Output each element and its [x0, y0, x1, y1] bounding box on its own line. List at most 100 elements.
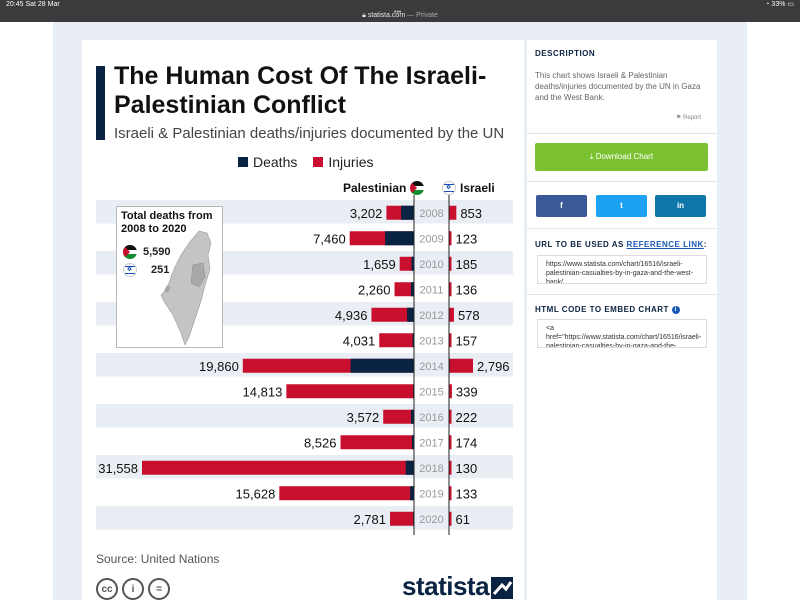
- label-israeli: 185: [456, 257, 478, 272]
- no-derivatives-icon[interactable]: =: [148, 578, 170, 600]
- chart-source: Source: United Nations: [96, 552, 220, 566]
- label-palestinian: 31,558: [98, 461, 138, 476]
- share-linkedin-button[interactable]: in: [655, 195, 706, 217]
- status-bar: 20:45 Sat 28 Mar ◔ 33% ▭: [0, 0, 800, 10]
- embed-code-field[interactable]: <a href="https://www.statista.com/chart/…: [537, 319, 707, 348]
- year-label: 2016: [419, 412, 443, 424]
- year-label: 2019: [419, 488, 443, 500]
- label-israeli: 157: [456, 333, 478, 348]
- year-label: 2009: [419, 233, 443, 245]
- israel-flag-icon: ✡: [123, 263, 137, 277]
- bar-palestinian-deaths: [411, 256, 414, 271]
- year-label: 2008: [419, 208, 443, 220]
- status-battery: ◔ 33% ▭: [765, 1, 794, 8]
- legend-injuries-label: Injuries: [328, 154, 374, 170]
- bar-palestinian-injuries: [390, 511, 414, 526]
- label-palestinian: 8,526: [304, 435, 337, 450]
- bar-israeli-injuries: [449, 358, 473, 373]
- chart-subtitle: Israeli & Palestinian deaths/injuries do…: [114, 125, 505, 142]
- year-label: 2013: [419, 335, 443, 347]
- year-label: 2017: [419, 437, 443, 449]
- page-margin-right: [747, 22, 800, 600]
- label-israeli: 853: [460, 206, 482, 221]
- statista-logo-mark-icon: [491, 577, 513, 599]
- label-israeli: 2,796: [477, 359, 510, 374]
- label-israeli: 339: [456, 384, 478, 399]
- legend-deaths-label: Deaths: [253, 154, 298, 170]
- label-palestinian: 14,813: [243, 384, 283, 399]
- attribution-icon[interactable]: i: [122, 578, 144, 600]
- column-palestinian-label: Palestinian: [343, 181, 407, 195]
- more-dots-icon[interactable]: •••: [394, 9, 402, 16]
- chart-legend: Deaths Injuries: [238, 154, 374, 170]
- bar-palestinian-deaths: [401, 205, 414, 220]
- bar-israeli-injuries: [449, 460, 452, 475]
- license-icons[interactable]: cc i =: [96, 578, 170, 600]
- download-label: Download Chart: [595, 152, 654, 161]
- share-facebook-button[interactable]: f: [536, 195, 587, 217]
- bar-palestinian-injuries: [142, 460, 414, 475]
- private-label: — Private: [407, 12, 438, 19]
- url-heading: URL TO BE USED AS REFERENCE LINK:: [535, 240, 707, 249]
- download-chart-button[interactable]: ⤓ Download Chart: [535, 143, 708, 171]
- label-palestinian: 2,781: [353, 512, 386, 527]
- label-palestinian: 7,460: [313, 231, 346, 246]
- inset-israeli-row: ✡ 251: [123, 263, 169, 277]
- flag-icon: ⚑: [676, 115, 684, 121]
- label-israeli: 136: [456, 282, 478, 297]
- legend-injuries-swatch: [313, 157, 324, 167]
- bar-israeli-injuries: [449, 384, 452, 399]
- bar-palestinian-deaths: [410, 282, 414, 297]
- column-israeli-label: Israeli: [460, 181, 495, 195]
- bar-palestinian-deaths: [410, 409, 414, 424]
- bar-palestinian-injuries: [394, 282, 414, 297]
- sidebar-divider: [527, 181, 717, 182]
- label-palestinian: 2,260: [358, 282, 391, 297]
- label-israeli: 130: [456, 461, 478, 476]
- reference-url-field[interactable]: https://www.statista.com/chart/16516/isr…: [537, 255, 707, 284]
- url-bar[interactable]: ••• 🔒︎ statista.com — Private: [0, 9, 800, 22]
- share-twitter-button[interactable]: t: [596, 195, 647, 217]
- bar-israeli-injuries: [449, 511, 452, 526]
- label-israeli: 133: [456, 486, 478, 501]
- bar-israeli-injuries: [449, 435, 452, 450]
- label-palestinian: 3,572: [347, 410, 380, 425]
- bar-palestinian-injuries: [279, 486, 414, 501]
- statista-logo[interactable]: statista: [402, 571, 490, 600]
- bar-israeli-injuries: [449, 409, 452, 424]
- bar-israeli-injuries: [449, 486, 452, 501]
- label-israeli: 174: [456, 435, 478, 450]
- inset-palestinian-row: 5,590: [123, 245, 171, 259]
- url-text[interactable]: statista.com: [367, 12, 406, 19]
- title-accent-bar: [96, 66, 105, 140]
- bar-israeli-injuries: [449, 256, 452, 271]
- inset-title: Total deaths from 2008 to 2020: [121, 210, 213, 235]
- info-icon[interactable]: i: [671, 305, 680, 314]
- bar-palestinian-injuries: [383, 409, 414, 424]
- creative-commons-icon[interactable]: cc: [96, 578, 118, 600]
- bar-palestinian-deaths: [407, 307, 414, 322]
- lock-icon: 🔒︎: [362, 12, 368, 19]
- bar-palestinian-injuries: [399, 256, 414, 271]
- map-israel-palestine: [160, 230, 212, 346]
- bar-israeli-injuries: [449, 307, 454, 322]
- israel-flag-icon: ✡: [442, 181, 456, 195]
- legend-deaths-swatch: [238, 157, 248, 167]
- bar-palestinian-deaths: [412, 333, 414, 348]
- download-icon: ⤓: [589, 152, 596, 161]
- bar-palestinian-deaths: [405, 460, 414, 475]
- reference-link[interactable]: REFERENCE LINK: [626, 240, 704, 249]
- label-israeli: 61: [456, 512, 470, 527]
- label-palestinian: 3,202: [350, 206, 383, 221]
- sidebar-divider: [527, 133, 717, 134]
- sidebar-divider: [527, 228, 717, 229]
- url-heading-colon: :: [703, 240, 707, 249]
- year-label: 2012: [419, 310, 443, 322]
- year-label: 2015: [419, 386, 443, 398]
- year-label: 2010: [419, 259, 443, 271]
- embed-heading-text: HTML CODE TO EMBED CHART: [535, 305, 669, 314]
- column-head-palestinian: Palestinian: [343, 181, 425, 195]
- bar-palestinian-deaths: [410, 486, 414, 501]
- report-link[interactable]: ⚑ Report: [676, 114, 701, 121]
- year-label: 2011: [420, 284, 444, 296]
